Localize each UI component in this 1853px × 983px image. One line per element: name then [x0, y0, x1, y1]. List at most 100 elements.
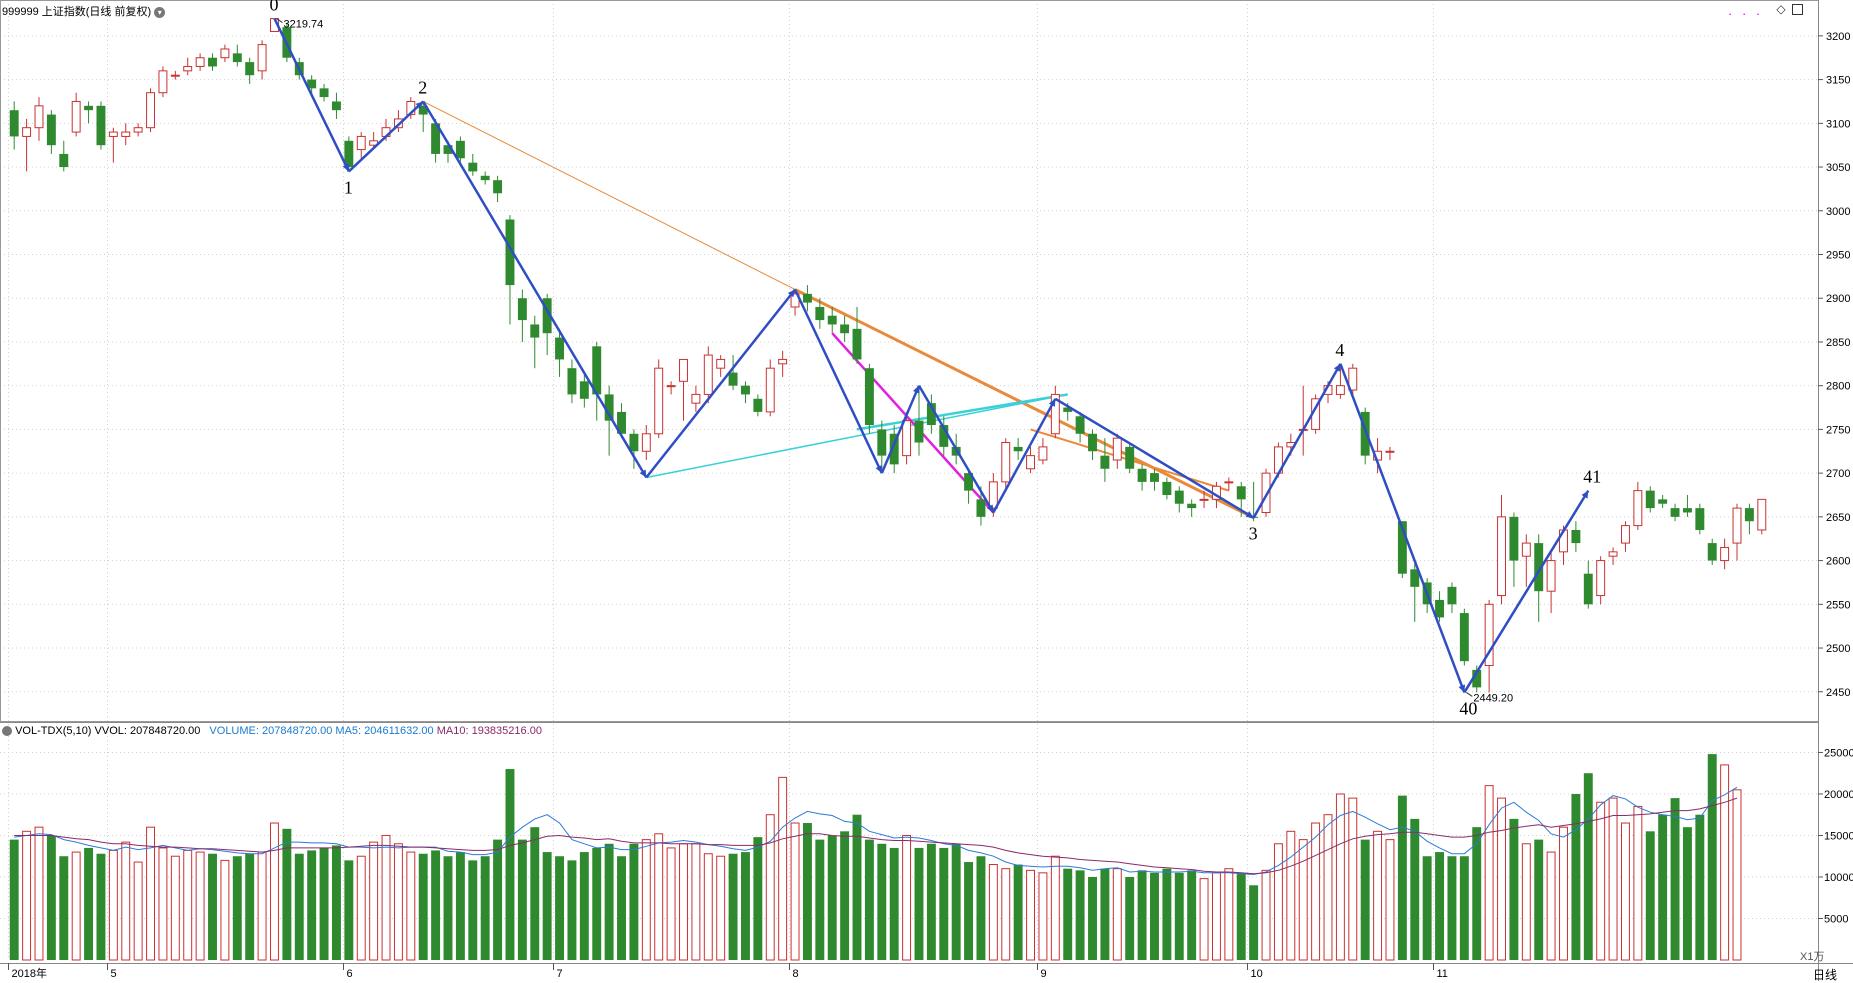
volume-bar — [1335, 793, 1345, 961]
wave-arrowhead — [1333, 363, 1341, 372]
candle — [778, 350, 788, 377]
candle — [679, 358, 688, 421]
period-label: 日线 — [1813, 968, 1838, 982]
volume-value: VOLUME: 207848720.00 — [209, 725, 333, 737]
volume-bar — [1422, 856, 1432, 960]
price-tick-label: 2450 — [1826, 687, 1850, 699]
volume-bar — [133, 861, 143, 961]
volume-bar — [1459, 856, 1469, 960]
volume-bar — [778, 776, 788, 961]
candle — [96, 101, 106, 150]
candle — [1621, 521, 1630, 552]
candle — [914, 385, 924, 456]
candle — [567, 359, 577, 404]
volume-bar — [567, 860, 577, 960]
candle-body — [1088, 433, 1097, 452]
trend-lines — [422, 101, 1255, 520]
candle-body — [964, 473, 974, 491]
candle-body — [1447, 586, 1457, 605]
candle — [1112, 433, 1122, 469]
candle-body — [34, 105, 44, 129]
ma5-line — [14, 786, 1738, 876]
volume-bar — [1732, 789, 1742, 961]
candle — [852, 306, 862, 364]
candle-body — [765, 367, 775, 413]
candle-body — [1410, 569, 1420, 587]
candle-body — [356, 135, 366, 151]
candle — [1026, 446, 1035, 474]
volume-bar — [1645, 831, 1655, 960]
candle — [1583, 560, 1593, 609]
volume-bar — [964, 862, 974, 960]
volume-bar — [703, 853, 713, 961]
price-tick-label: 3100 — [1826, 118, 1850, 130]
volume-bar — [815, 839, 825, 960]
volume-bar — [976, 856, 986, 960]
candle-body — [926, 403, 936, 426]
price-tick-label: 2500 — [1826, 643, 1850, 655]
candle-body — [158, 70, 168, 94]
volume-bar — [1348, 797, 1358, 961]
volume-tick-label: 10000 — [1824, 872, 1853, 884]
candle — [1596, 556, 1606, 605]
candle-body — [1484, 603, 1494, 667]
extreme-price-label: 3219.74 — [283, 19, 323, 31]
candle — [1410, 560, 1420, 622]
time-tick-label: 8 — [793, 968, 799, 980]
candle-body — [889, 433, 899, 465]
candle — [455, 136, 465, 163]
price-label-leader — [276, 18, 283, 24]
chart-title: 999999 上证指数(日线 前复权) ▾ — [2, 3, 166, 19]
candle — [121, 123, 131, 146]
diamond-icon[interactable]: ◇ — [1776, 2, 1786, 16]
candle-body — [455, 140, 465, 159]
candle-body — [666, 385, 676, 388]
ma10-line — [14, 797, 1738, 875]
candle — [765, 359, 775, 417]
candle — [1732, 503, 1742, 561]
candle-body — [71, 100, 81, 133]
volume-bar — [691, 843, 701, 961]
volume-bar — [1125, 876, 1135, 960]
candle — [815, 298, 825, 329]
candle-body — [976, 499, 986, 517]
candle — [1298, 385, 1308, 456]
wave-point-label: 1 — [344, 177, 353, 197]
volume-bar — [331, 845, 341, 960]
volume-bar — [245, 853, 255, 960]
candle-body — [195, 57, 205, 67]
candle — [9, 101, 19, 150]
candle-body — [307, 79, 317, 89]
candle — [1571, 521, 1581, 552]
chart-title-text: 999999 上证指数(日线 前复权) — [2, 6, 152, 18]
volume-bar — [1720, 764, 1730, 961]
volume-bar — [1187, 870, 1197, 960]
wave-arrowhead — [1048, 398, 1056, 407]
candle-body — [1571, 529, 1581, 544]
candle — [1137, 464, 1147, 491]
candle — [877, 420, 887, 469]
volume-bar — [71, 851, 81, 961]
candle — [1001, 438, 1011, 491]
candle-body — [22, 127, 32, 137]
volume-bar — [1447, 856, 1457, 960]
candle-body — [679, 358, 688, 382]
candle — [691, 385, 701, 412]
candle — [1088, 429, 1097, 461]
candle — [988, 473, 998, 517]
title-menu-icon[interactable]: ▾ — [154, 6, 166, 18]
candle — [208, 53, 217, 71]
volume-bar — [666, 847, 676, 961]
window-icon[interactable] — [1792, 4, 1803, 16]
volume-bar — [406, 851, 416, 961]
volume-menu-icon[interactable] — [2, 726, 12, 737]
wave-segment — [1054, 397, 1255, 519]
candle-body — [96, 105, 106, 146]
volume-bar — [629, 843, 639, 960]
candle-body — [1472, 669, 1482, 688]
volume-bar — [1373, 830, 1383, 961]
volume-bar — [951, 843, 961, 960]
candle — [741, 381, 750, 404]
